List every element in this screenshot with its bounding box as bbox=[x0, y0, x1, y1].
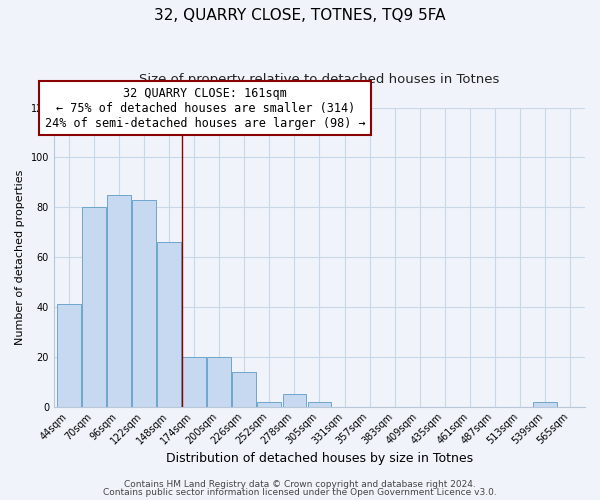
Bar bbox=[232, 372, 256, 406]
Bar bbox=[283, 394, 307, 406]
X-axis label: Distribution of detached houses by size in Totnes: Distribution of detached houses by size … bbox=[166, 452, 473, 465]
Bar bbox=[533, 402, 557, 406]
Bar bbox=[132, 200, 156, 406]
Bar bbox=[308, 402, 331, 406]
Title: Size of property relative to detached houses in Totnes: Size of property relative to detached ho… bbox=[139, 72, 500, 86]
Bar bbox=[57, 304, 81, 406]
Bar bbox=[107, 194, 131, 406]
Y-axis label: Number of detached properties: Number of detached properties bbox=[15, 170, 25, 344]
Bar bbox=[82, 207, 106, 406]
Text: Contains HM Land Registry data © Crown copyright and database right 2024.: Contains HM Land Registry data © Crown c… bbox=[124, 480, 476, 489]
Text: 32, QUARRY CLOSE, TOTNES, TQ9 5FA: 32, QUARRY CLOSE, TOTNES, TQ9 5FA bbox=[154, 8, 446, 22]
Bar bbox=[182, 356, 206, 406]
Text: Contains public sector information licensed under the Open Government Licence v3: Contains public sector information licen… bbox=[103, 488, 497, 497]
Bar bbox=[257, 402, 281, 406]
Text: 32 QUARRY CLOSE: 161sqm
← 75% of detached houses are smaller (314)
24% of semi-d: 32 QUARRY CLOSE: 161sqm ← 75% of detache… bbox=[45, 86, 365, 130]
Bar bbox=[157, 242, 181, 406]
Bar bbox=[208, 356, 231, 406]
